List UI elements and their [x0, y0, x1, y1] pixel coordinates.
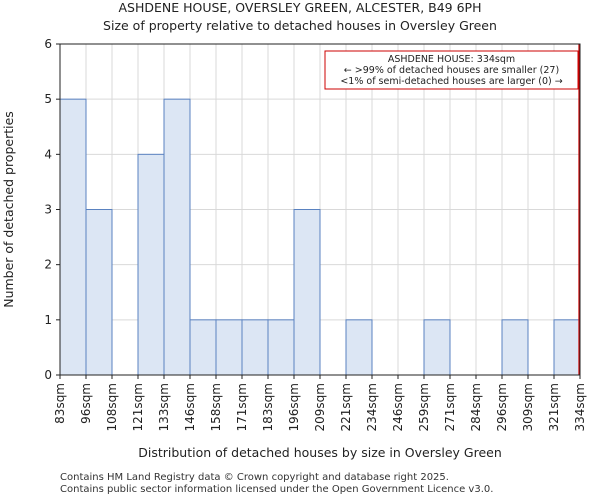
x-tick-label: 196sqm	[287, 383, 301, 431]
x-tick-label: 221sqm	[339, 383, 353, 431]
y-tick-label: 2	[44, 258, 52, 272]
x-tick-labels: 83sqm 96sqm 108sqm 121sqm 133sqm 146sqm 158sqm…	[53, 375, 587, 431]
x-tick-label: 259sqm	[417, 383, 431, 431]
bars	[59, 98, 581, 376]
x-tick-label: 146sqm	[183, 383, 197, 431]
x-axis-label: Distribution of detached houses by size …	[138, 445, 502, 460]
x-tick-label: 309sqm	[521, 383, 535, 431]
y-tick-labels: 0 1 2 3 4 5 6	[44, 37, 60, 382]
x-tick-label: 108sqm	[105, 383, 119, 431]
x-tick-label: 183sqm	[261, 383, 275, 431]
x-tick-label: 296sqm	[495, 383, 509, 431]
annotation-line-2: ← >99% of detached houses are smaller (2…	[344, 65, 559, 76]
bar-171sqm	[241, 319, 269, 376]
bar-259sqm	[423, 319, 451, 376]
histogram-chart: ASHDENE HOUSE: 334sqm ← >99% of detached…	[1, 37, 587, 460]
footer-line-1: Contains HM Land Registry data © Crown c…	[60, 472, 449, 483]
bar-196sqm	[293, 209, 321, 376]
bar-146sqm	[189, 319, 217, 376]
y-tick-label: 0	[44, 368, 52, 382]
y-tick-label: 6	[44, 37, 52, 51]
footer-line-2: Contains public sector information licen…	[60, 484, 494, 495]
y-tick-label: 5	[44, 92, 52, 106]
x-tick-label: 284sqm	[469, 383, 483, 431]
chart-title: ASHDENE HOUSE, OVERSLEY GREEN, ALCESTER,…	[118, 0, 482, 15]
x-tick-label: 83sqm	[53, 383, 67, 424]
annotation-line-3: <1% of semi-detached houses are larger (…	[340, 76, 562, 87]
x-tick-label: 158sqm	[209, 383, 223, 431]
x-tick-label: 96sqm	[79, 383, 93, 424]
bar-133sqm	[163, 98, 191, 376]
x-tick-label: 271sqm	[443, 383, 457, 431]
x-tick-label: 121sqm	[131, 383, 145, 431]
annotation-border	[324, 50, 579, 90]
annotation-line-1: ASHDENE HOUSE: 334sqm	[388, 54, 515, 65]
bar-158sqm	[215, 319, 243, 376]
x-tick-label: 246sqm	[391, 383, 405, 431]
bar-321sqm	[553, 319, 581, 376]
x-tick-label: 171sqm	[235, 383, 249, 431]
x-tick-label: 321sqm	[547, 383, 561, 431]
annotation-box: ASHDENE HOUSE: 334sqm ← >99% of detached…	[324, 50, 579, 90]
bar-83sqm	[59, 98, 87, 376]
x-tick-label: 209sqm	[313, 383, 327, 431]
bar-296sqm	[501, 319, 529, 376]
x-tick-label: 334sqm	[573, 383, 587, 431]
x-tick-label: 234sqm	[365, 383, 379, 431]
y-tick-label: 1	[44, 313, 52, 327]
y-axis-label: Number of detached properties	[1, 111, 16, 308]
bar-96sqm	[85, 209, 113, 376]
chart-subtitle: Size of property relative to detached ho…	[103, 18, 497, 33]
x-tick-label: 133sqm	[157, 383, 171, 431]
y-tick-label: 3	[44, 203, 52, 217]
y-tick-label: 4	[44, 147, 52, 161]
bar-183sqm	[267, 319, 295, 376]
bar-221sqm	[345, 319, 373, 376]
bar-121sqm	[137, 153, 165, 376]
